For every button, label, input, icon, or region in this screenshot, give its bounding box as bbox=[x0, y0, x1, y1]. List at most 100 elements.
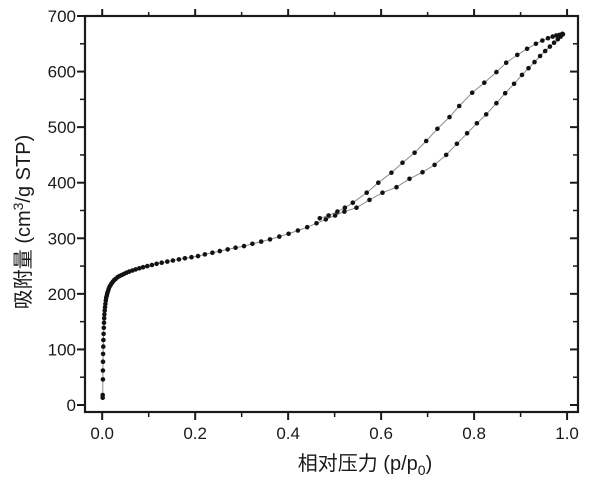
adsorption-branch-point bbox=[189, 254, 194, 260]
adsorption-branch-point bbox=[241, 243, 247, 249]
x-tick-label: 0.8 bbox=[462, 424, 486, 443]
desorption-branch-point bbox=[342, 205, 348, 210]
desorption-branch-point bbox=[350, 200, 356, 205]
adsorption-branch-point bbox=[102, 312, 107, 317]
x-axis-label: 相对压力 (p/p0) bbox=[298, 452, 433, 478]
adsorption-branch-point bbox=[332, 213, 338, 218]
adsorption-branch-point bbox=[464, 131, 470, 136]
desorption-branch-point bbox=[515, 52, 520, 58]
adsorption-branch-point bbox=[233, 245, 238, 250]
desorption-branch-point bbox=[545, 35, 551, 41]
desorption-branch-point bbox=[482, 80, 487, 85]
adsorption-branch-point bbox=[267, 237, 273, 242]
adsorption-branch-point bbox=[101, 320, 107, 326]
adsorption-branch-point bbox=[295, 228, 301, 233]
desorption-branch-point bbox=[412, 150, 417, 155]
desorption-branch-point bbox=[400, 160, 405, 165]
desorption-branch-point bbox=[469, 90, 475, 95]
y-tick-label: 500 bbox=[48, 118, 76, 137]
adsorption-branch-point bbox=[394, 184, 399, 190]
adsorption-branch-point bbox=[149, 262, 155, 268]
adsorption-branch-point bbox=[176, 257, 182, 262]
adsorption-branch-point bbox=[170, 258, 176, 263]
adsorption-branch-point bbox=[217, 248, 223, 254]
x-tick-label: 0.2 bbox=[183, 424, 207, 443]
x-tick-label: 0.4 bbox=[276, 424, 300, 443]
adsorption-branch-point bbox=[182, 255, 188, 261]
adsorption-branch-point bbox=[137, 266, 142, 271]
adsorption-branch-point bbox=[314, 221, 319, 226]
desorption-branch-point bbox=[364, 190, 370, 195]
adsorption-branch-point bbox=[145, 263, 150, 269]
desorption-branch-point bbox=[447, 114, 452, 120]
adsorption-branch-point bbox=[354, 205, 359, 210]
adsorption-branch-point bbox=[101, 316, 107, 321]
y-tick-label: 400 bbox=[48, 174, 76, 193]
adsorption-branch-point bbox=[304, 224, 310, 230]
adsorption-branch-point bbox=[537, 53, 543, 59]
adsorption-branch-point bbox=[101, 331, 106, 337]
desorption-branch-series bbox=[317, 31, 565, 221]
x-tick-label: 1.0 bbox=[555, 424, 579, 443]
y-tick-label: 100 bbox=[48, 340, 76, 359]
adsorption-branch-point bbox=[407, 176, 412, 182]
adsorption-branch-point bbox=[367, 197, 372, 203]
adsorption-branch-point bbox=[454, 141, 460, 147]
adsorption-branch-point bbox=[532, 59, 537, 65]
adsorption-branch-point bbox=[195, 253, 201, 259]
adsorption-branch-point bbox=[432, 162, 437, 168]
adsorption-branch-point bbox=[511, 81, 517, 87]
adsorption-branch-point bbox=[494, 100, 499, 106]
adsorption-branch-point bbox=[342, 209, 347, 214]
adsorption-branch-point bbox=[542, 48, 548, 54]
adsorption-branch-point bbox=[551, 40, 557, 45]
x-tick-labels: 0.0 0.2 0.4 0.6 0.8 1.0 bbox=[90, 424, 579, 443]
adsorption-branch-point bbox=[133, 267, 138, 272]
adsorption-branch-point bbox=[101, 337, 106, 343]
axis-ticks bbox=[77, 9, 578, 420]
adsorption-branch-point bbox=[102, 308, 107, 313]
adsorption-branch-point bbox=[100, 351, 106, 357]
adsorption-branch-point bbox=[323, 217, 329, 222]
y-tick-label: 200 bbox=[48, 285, 76, 304]
desorption-branch-point bbox=[550, 34, 555, 39]
desorption-branch-point bbox=[560, 31, 565, 37]
y-tick-label: 600 bbox=[48, 63, 76, 82]
adsorption-branch-point bbox=[154, 261, 159, 267]
adsorption-branch-point bbox=[103, 301, 108, 307]
adsorption-branch-point bbox=[101, 344, 106, 349]
adsorption-branch-point bbox=[258, 239, 264, 244]
y-tick-label: 700 bbox=[48, 7, 76, 26]
desorption-branch-point bbox=[317, 216, 323, 221]
adsorption-branch-point bbox=[202, 252, 208, 257]
adsorption-branch-series bbox=[100, 32, 566, 401]
y-tick-label: 300 bbox=[48, 229, 76, 248]
desorption-branch-point bbox=[435, 126, 440, 132]
adsorption-branch-point bbox=[100, 368, 106, 373]
y-tick-labels: 0 100 200 300 400 500 600 700 bbox=[48, 7, 76, 415]
adsorption-branch-point bbox=[474, 121, 480, 126]
plot-frame bbox=[83, 14, 580, 414]
adsorption-branch-point bbox=[547, 44, 553, 49]
adsorption-branch-point bbox=[286, 231, 291, 237]
desorption-branch-point bbox=[456, 103, 462, 109]
adsorption-branch-point bbox=[250, 241, 255, 247]
adsorption-branch-point bbox=[101, 325, 107, 331]
adsorption-branch-point bbox=[100, 377, 106, 382]
desorption-branch-point bbox=[335, 209, 340, 214]
y-tick-label: 0 bbox=[67, 396, 76, 415]
desorption-branch-point bbox=[376, 180, 381, 185]
adsorption-branch-point bbox=[100, 359, 106, 365]
desorption-branch-point bbox=[533, 41, 539, 47]
adsorption-branch-point bbox=[210, 250, 215, 255]
adsorption-branch-point bbox=[420, 169, 425, 175]
adsorption-branch-point bbox=[100, 392, 105, 398]
adsorption-branch-point bbox=[165, 259, 170, 264]
adsorption-branch-point bbox=[502, 90, 508, 96]
adsorption-branch-point bbox=[277, 234, 282, 239]
desorption-branch-point bbox=[494, 69, 499, 75]
y-axis-label: 吸附量 (cm3/g STP) bbox=[10, 135, 35, 309]
